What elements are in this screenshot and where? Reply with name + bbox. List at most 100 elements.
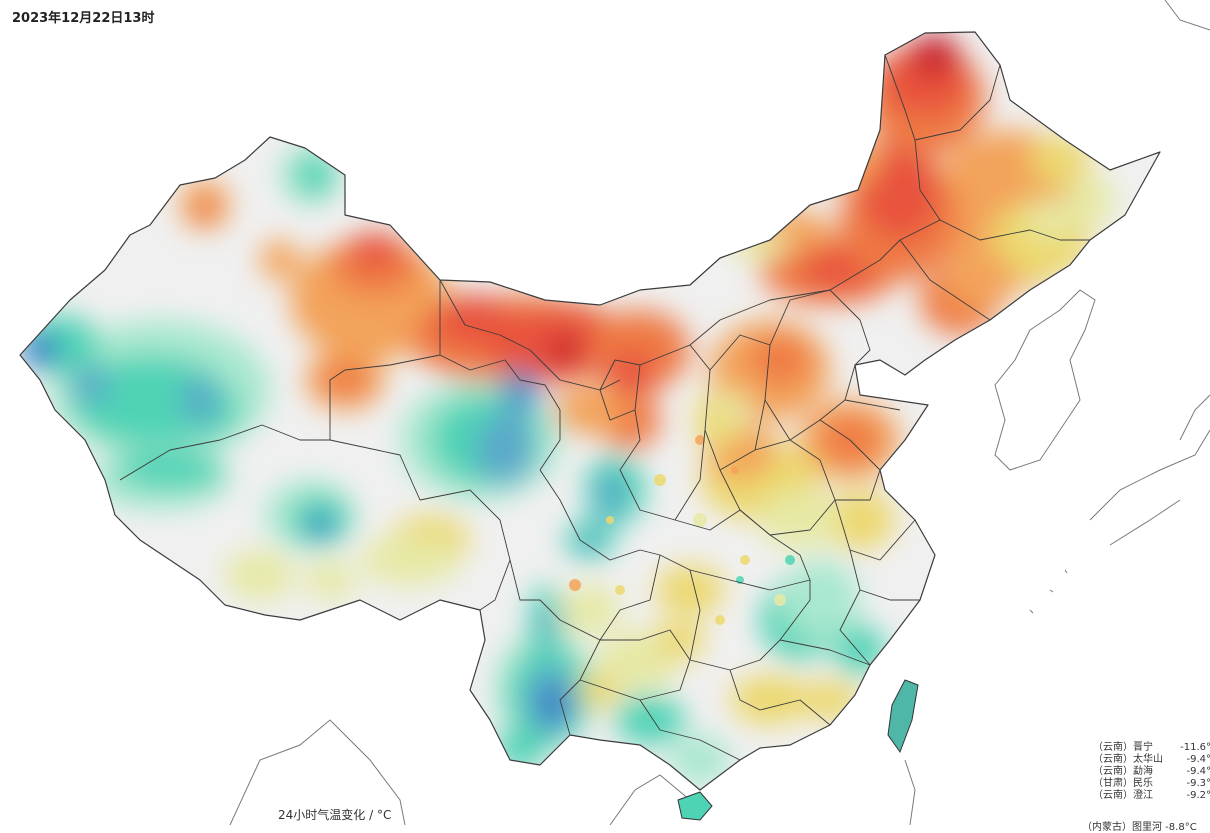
temperature-blob <box>70 367 110 403</box>
temperature-blob <box>825 490 895 550</box>
temperature-blob <box>760 490 840 550</box>
temperature-blob <box>539 685 571 725</box>
vietnam-coast <box>609 774 691 825</box>
hainan-island <box>677 791 713 821</box>
temperature-blob <box>540 605 556 645</box>
temperature-blob <box>547 336 583 364</box>
temperature-spot <box>774 594 786 606</box>
temperature-blob <box>555 385 625 435</box>
temperature-blob <box>720 390 750 430</box>
temperature-blob <box>115 450 225 490</box>
temperature-spot <box>615 585 625 595</box>
temperature-blob <box>260 240 300 280</box>
russia-border-line <box>1164 0 1210 31</box>
ranking-row: （甘肃）民乐 -9.3°C <box>1093 778 1210 790</box>
coldest-change-ranking: （云南）晋宁 -11.6°C （云南）太华山 -9.4°C （云南）勐海 -9.… <box>1093 742 1210 802</box>
temperature-spot <box>695 435 705 445</box>
border-hunan-jiangxi <box>689 569 871 671</box>
border-xizang-yunnan <box>479 559 511 611</box>
temperature-blob <box>860 140 940 240</box>
border-zhejiang-fujian <box>839 549 920 666</box>
temperature-blob <box>225 550 295 600</box>
temperature-blob <box>730 230 790 260</box>
temperature-spot <box>715 615 725 625</box>
china-outline <box>19 31 1161 791</box>
temperature-blob <box>1025 200 1075 240</box>
legend-title: 24小时气温变化 / °C <box>278 808 392 822</box>
temperature-blob <box>580 670 620 710</box>
ranking-value: -9.3°C <box>1186 778 1210 789</box>
temperature-blob <box>508 373 532 397</box>
border-xinjiang-xizang <box>119 424 330 481</box>
philippines-coast <box>904 759 916 825</box>
ranking-value: -9.4°C <box>1186 754 1210 765</box>
province-borders <box>19 31 1161 791</box>
temperature-blob <box>750 335 810 385</box>
ranking-location: （云南）晋宁 <box>1093 742 1153 753</box>
temperature-blob <box>820 135 880 185</box>
temperature-blob <box>360 535 460 585</box>
border-sichuan-chongqing <box>539 469 661 641</box>
border-xinjiang-qinghai-gansu <box>329 280 441 440</box>
ranking-value: -9.2°C <box>1186 790 1210 801</box>
temperature-blob <box>780 560 860 640</box>
temperature-spot <box>693 513 707 527</box>
ranking-value: -11.6°C <box>1180 742 1210 753</box>
border-jilin-liaoning <box>899 239 991 321</box>
border-hubei <box>659 509 811 591</box>
temperature-blob <box>596 470 624 520</box>
temperature-blob <box>305 560 355 600</box>
temperature-blob <box>350 232 400 268</box>
temperature-blob <box>730 675 810 725</box>
temperature-blob <box>655 620 705 660</box>
temperature-spot <box>569 579 581 591</box>
border-hebei <box>764 289 871 441</box>
temperature-blob <box>195 200 215 220</box>
taiwan-island <box>887 679 919 754</box>
temperature-blob <box>560 585 620 635</box>
temperature-spot <box>606 516 614 524</box>
temperature-blob <box>655 565 725 615</box>
temperature-blob <box>945 250 1015 310</box>
map-timestamp: 2023年12月22日13时 <box>12 11 155 26</box>
temperature-spot <box>740 555 750 565</box>
temperature-blob <box>295 153 335 197</box>
border-heilongjiang-jilin <box>939 219 1090 241</box>
ryukyu-dots <box>1029 569 1068 614</box>
border-guangxi-guangdong <box>639 669 831 761</box>
temperature-blob <box>580 526 600 554</box>
temperature-blob <box>605 350 655 400</box>
temperature-blob <box>182 376 218 424</box>
border-jiangsu-anhui <box>834 469 916 561</box>
korea-outline <box>994 289 1096 471</box>
temperature-blob <box>615 695 685 745</box>
ranking-row: （云南）太华山 -9.4°C <box>1093 754 1210 766</box>
japan-outline <box>1089 394 1210 546</box>
temperature-blob <box>1030 135 1090 185</box>
border-qinghai-xizang <box>329 439 511 561</box>
temperature-blob <box>475 415 535 485</box>
temperature-blob <box>320 362 370 398</box>
temperature-blob <box>1065 175 1115 225</box>
temperature-blob <box>430 295 510 345</box>
ranking-location: （云南）太华山 <box>1093 754 1163 765</box>
temperature-spot <box>654 474 666 486</box>
ranking-location: （甘肃）民乐 <box>1093 778 1153 789</box>
border-qinghai-gansu <box>439 354 561 471</box>
southeast-asia-outline <box>229 719 406 825</box>
ranking-location: （云南）勐海 <box>1093 766 1153 777</box>
temperature-spot <box>785 555 795 565</box>
neighbor-coastlines <box>229 0 1210 825</box>
temperature-blob <box>910 35 960 75</box>
border-ningxia <box>599 359 641 421</box>
temperature-blob <box>22 332 58 368</box>
border-sichuan-yunnan <box>509 559 601 736</box>
border-shaanxi <box>619 344 711 521</box>
temperature-spot <box>731 466 739 474</box>
ranking-row-partial: （内蒙古）图里河 -8.8°C <box>1082 822 1197 833</box>
border-heilongjiang-nm <box>914 64 1001 141</box>
temperature-blob <box>670 735 730 785</box>
ranking-value: -9.4°C <box>1186 766 1210 777</box>
